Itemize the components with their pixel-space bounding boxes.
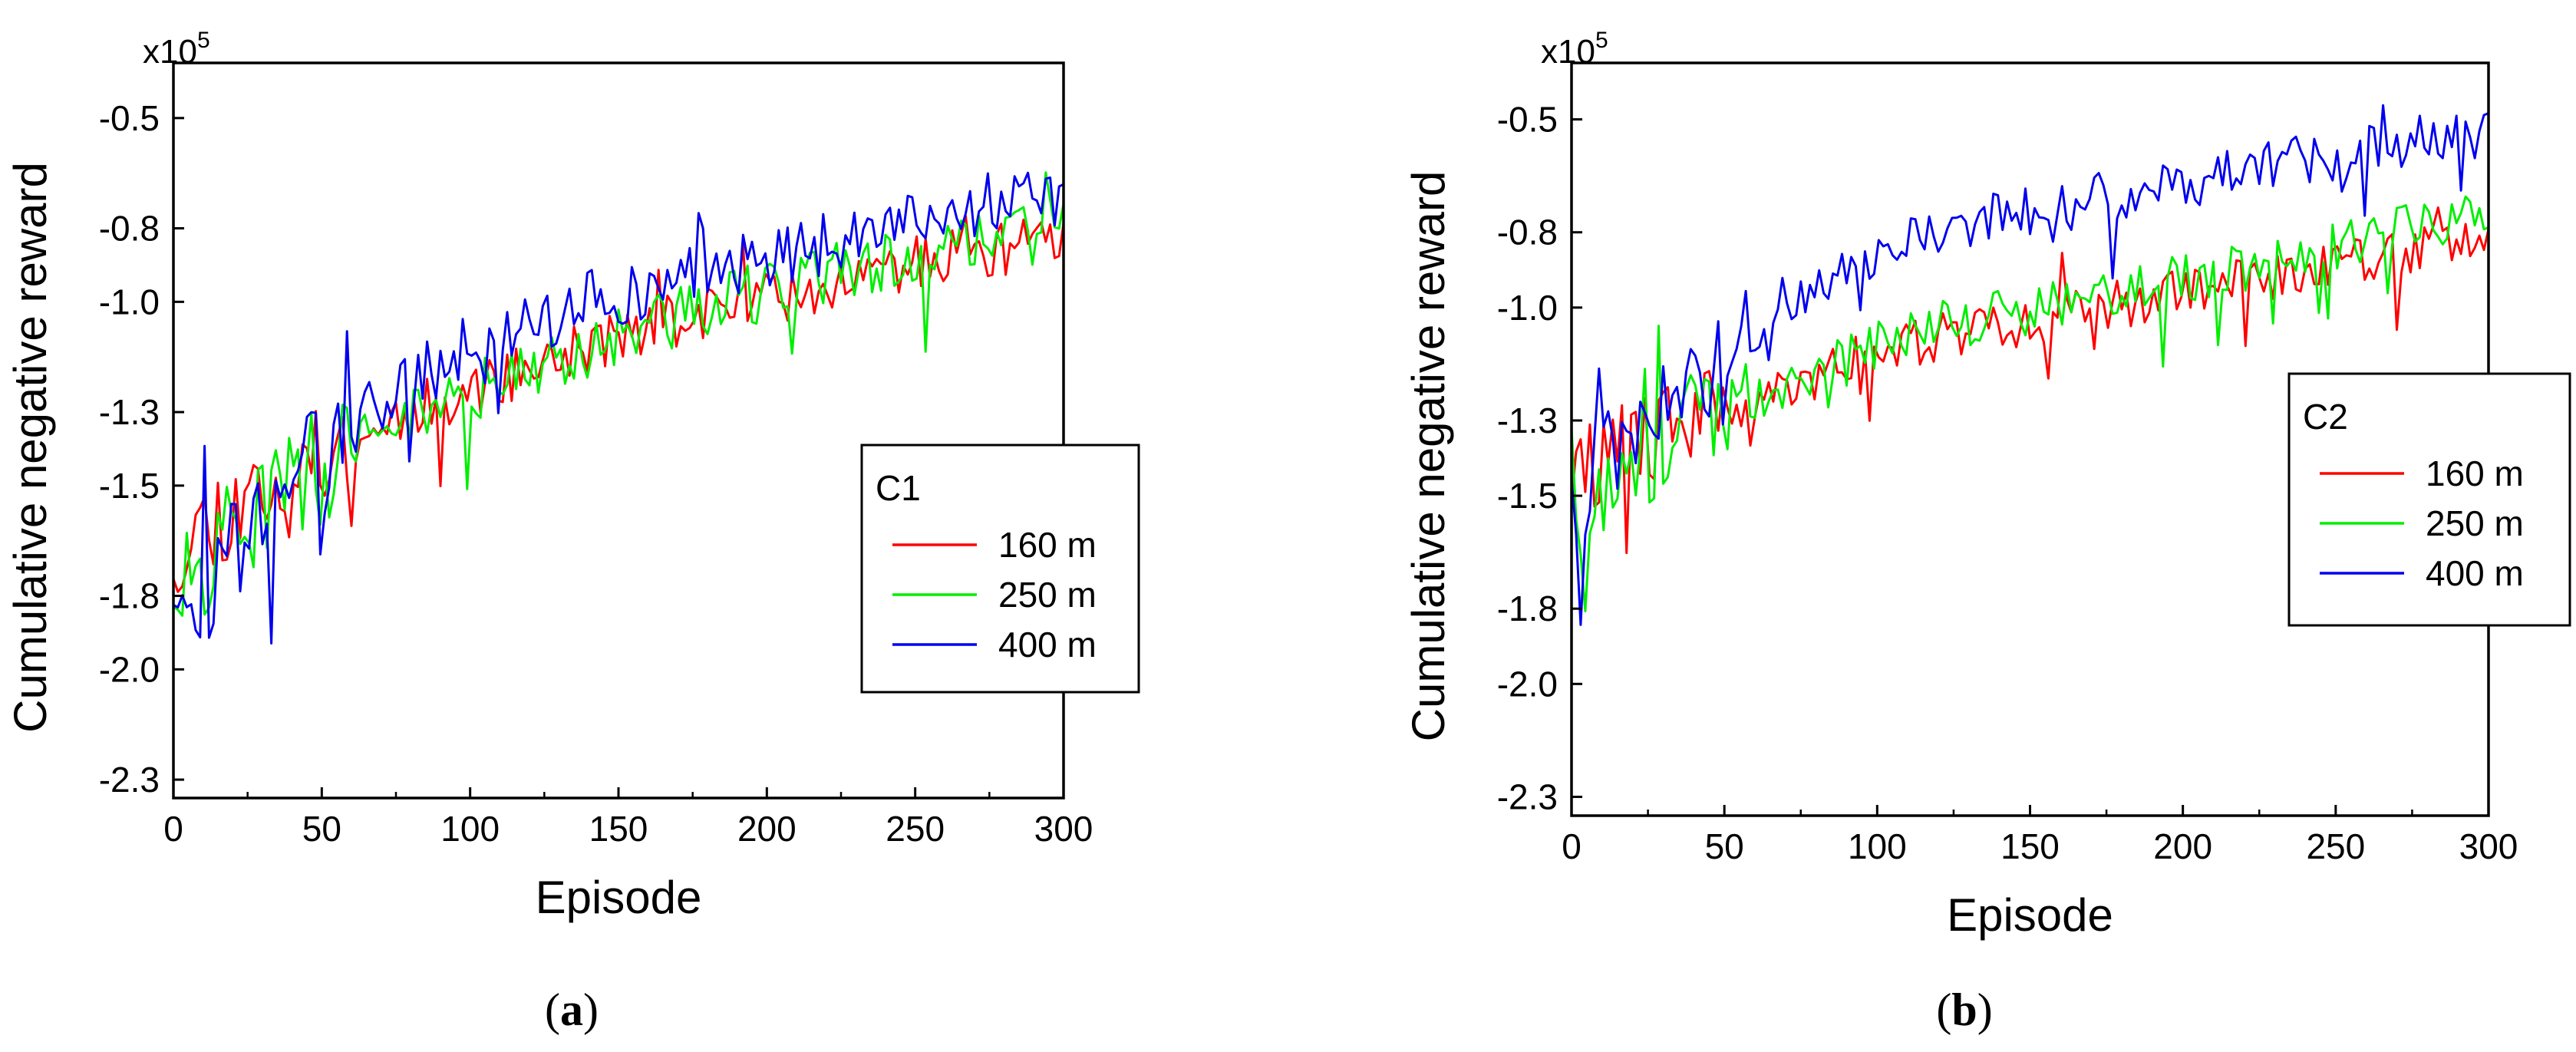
- x-tick-label: 300: [1034, 809, 1093, 849]
- y-multiplier: x105: [143, 28, 210, 71]
- y-multiplier-exponent: 5: [1595, 28, 1608, 53]
- y-tick-label: -1.3: [1497, 401, 1558, 440]
- y-tick-label: -2.0: [99, 649, 160, 689]
- legend-title: C2: [2303, 397, 2348, 437]
- series-line-250-m: [1570, 195, 2489, 612]
- series-line-250-m: [173, 171, 1065, 617]
- x-tick-label: 150: [589, 809, 648, 849]
- panel-a-chart: 0 50 100 150 200 250 300 -2.3 -2.0 -1.8 -1.5 -1.3 -1…: [5, 28, 1140, 923]
- legend-entry-label: 400 m: [2426, 553, 2524, 593]
- x-tick-label: 200: [737, 809, 797, 849]
- panel-b-chart: 0 50 100 150 200 250 300 -2.3 -2.0 -1.8 -1.5 -1.3 -1…: [1403, 28, 2571, 941]
- legend: C1 160 m 250 m 400 m: [860, 444, 1140, 694]
- x-axis-label: Episode: [1947, 889, 2113, 941]
- y-axis-label: Cumulative negative reward: [5, 162, 56, 733]
- y-tick-label: -2.3: [99, 760, 160, 800]
- x-tick-label: 50: [1705, 826, 1744, 866]
- y-tick-label: -1.0: [99, 282, 160, 322]
- x-tick-label: 100: [440, 809, 500, 849]
- legend-entry-label: 160 m: [2426, 453, 2524, 493]
- x-tick-label: 0: [1562, 826, 1582, 866]
- plot-lines: [172, 171, 1065, 645]
- legend: C2 160 m 250 m 400 m: [2287, 372, 2571, 627]
- y-tick-label: -0.5: [99, 98, 160, 138]
- y-tick-label: -2.3: [1497, 777, 1558, 816]
- plot-lines: [1570, 104, 2490, 626]
- legend-title: C1: [876, 468, 921, 508]
- y-axis-label: Cumulative negative reward: [1403, 171, 1454, 742]
- y-tick-label: -1.5: [99, 466, 160, 506]
- y-tick-label: -2.0: [1497, 664, 1558, 704]
- y-tick-label: -1.3: [99, 392, 160, 432]
- legend-entry-label: 250 m: [2426, 503, 2524, 543]
- legend-entry-label: 400 m: [998, 625, 1097, 665]
- x-tick-label: 100: [1848, 826, 1907, 866]
- series-line-400-m: [1570, 104, 2489, 626]
- y-tick-label: -1.5: [1497, 476, 1558, 516]
- legend-entry-label: 250 m: [998, 575, 1097, 615]
- y-tick-label: -0.5: [1497, 100, 1558, 140]
- x-tick-label: 50: [302, 809, 341, 849]
- x-tick-label: 200: [2153, 826, 2212, 866]
- x-tick-label: 250: [2306, 826, 2365, 866]
- y-tick-label: -0.8: [99, 209, 160, 249]
- x-tick-label: 150: [2000, 826, 2060, 866]
- x-tick-label: 0: [163, 809, 183, 849]
- y-tick-label: -1.8: [99, 576, 160, 616]
- legend-box: [2287, 372, 2571, 627]
- y-multiplier: x105: [1541, 28, 1608, 71]
- x-axis-label: Episode: [536, 872, 702, 923]
- legend-box: [860, 444, 1140, 694]
- panel-a-label: (a): [545, 984, 599, 1035]
- panel-b-label: (b): [1936, 984, 1992, 1035]
- x-tick-label: 300: [2459, 826, 2518, 866]
- y-tick-label: -1.0: [1497, 288, 1558, 328]
- x-tick-label: 250: [886, 809, 945, 849]
- y-tick-label: -0.8: [1497, 213, 1558, 252]
- legend-entry-label: 160 m: [998, 525, 1097, 565]
- y-multiplier-base: x10: [1541, 33, 1595, 71]
- series-line-400-m: [173, 171, 1064, 645]
- y-multiplier-base: x10: [143, 33, 197, 71]
- y-tick-label: -1.8: [1497, 589, 1558, 628]
- y-multiplier-exponent: 5: [197, 28, 210, 53]
